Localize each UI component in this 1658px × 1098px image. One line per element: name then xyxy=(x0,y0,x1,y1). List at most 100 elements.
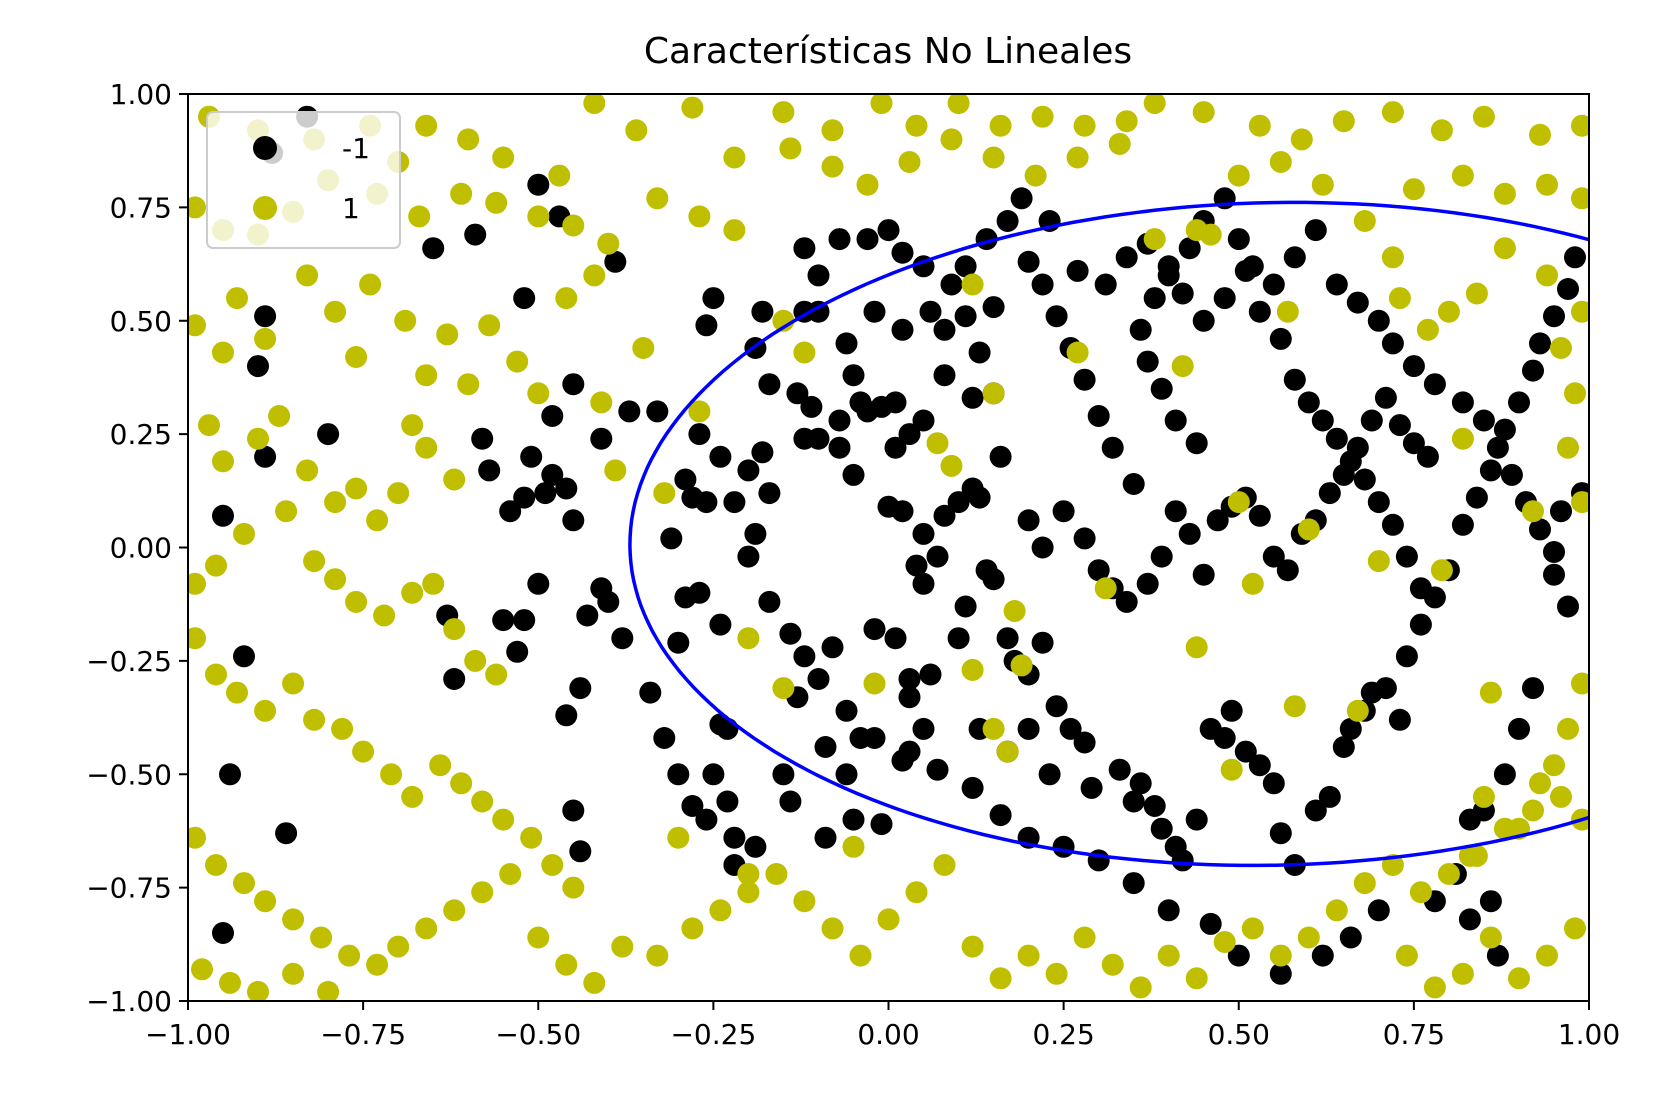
data-point xyxy=(1227,164,1250,187)
data-point xyxy=(919,300,942,323)
data-point xyxy=(1564,382,1586,405)
data-point xyxy=(1353,468,1376,491)
data-point xyxy=(205,854,227,876)
data-point xyxy=(282,962,305,985)
data-point xyxy=(408,205,431,228)
data-point xyxy=(1451,427,1474,450)
data-point xyxy=(324,300,347,323)
data-point xyxy=(1115,110,1138,133)
data-point xyxy=(1241,917,1264,940)
data-point xyxy=(940,273,963,296)
data-point xyxy=(1374,386,1397,409)
data-point xyxy=(188,627,206,650)
data-point xyxy=(989,804,1012,827)
data-point xyxy=(1073,926,1096,949)
data-point xyxy=(1381,513,1404,536)
data-point xyxy=(1094,273,1117,296)
data-point xyxy=(1143,287,1166,310)
data-point xyxy=(926,545,949,568)
data-point xyxy=(471,881,494,904)
data-point xyxy=(1437,300,1460,323)
data-point xyxy=(541,854,564,876)
data-point xyxy=(1360,409,1383,432)
data-point xyxy=(842,463,865,486)
data-point xyxy=(835,332,858,355)
data-point xyxy=(1529,332,1551,355)
data-point xyxy=(772,763,795,786)
data-point xyxy=(345,590,368,613)
data-point xyxy=(681,795,704,817)
data-point xyxy=(1367,491,1390,514)
data-point xyxy=(982,296,1005,319)
data-point xyxy=(877,219,900,242)
data-point xyxy=(1108,132,1131,155)
data-point xyxy=(737,459,760,482)
data-point xyxy=(807,668,830,690)
data-point xyxy=(723,146,746,169)
data-point xyxy=(247,980,269,1001)
data-point xyxy=(772,309,795,332)
data-point xyxy=(212,922,234,944)
data-point xyxy=(597,232,620,255)
data-point xyxy=(1283,246,1306,269)
data-point xyxy=(1451,962,1474,985)
data-point xyxy=(982,717,1005,740)
data-point xyxy=(1388,287,1411,310)
data-point xyxy=(198,414,220,437)
data-point xyxy=(1122,790,1145,813)
data-point xyxy=(1409,613,1432,636)
data-point xyxy=(1508,717,1530,740)
data-point xyxy=(996,210,1019,232)
data-point xyxy=(1500,463,1523,486)
data-point xyxy=(527,926,550,949)
data-point xyxy=(1045,305,1068,328)
data-point xyxy=(877,908,900,931)
data-point xyxy=(800,395,823,418)
data-point xyxy=(1529,772,1551,795)
data-point xyxy=(1213,931,1236,953)
data-point xyxy=(450,772,473,795)
data-point xyxy=(1367,899,1390,922)
y-tick-label: −0.25 xyxy=(86,645,172,678)
data-point xyxy=(555,704,578,727)
data-point xyxy=(527,173,550,196)
data-point xyxy=(1171,282,1194,305)
data-point xyxy=(478,314,501,337)
data-point xyxy=(807,264,830,287)
data-point xyxy=(737,881,760,904)
data-point xyxy=(205,554,227,577)
data-point xyxy=(555,287,578,310)
data-point xyxy=(233,522,255,545)
data-point xyxy=(1325,273,1348,296)
data-point xyxy=(933,504,956,527)
data-point xyxy=(1241,572,1264,595)
data-point xyxy=(1129,318,1152,341)
data-point xyxy=(954,305,977,328)
data-point xyxy=(982,382,1005,405)
data-point xyxy=(590,577,613,600)
data-point xyxy=(863,672,886,695)
data-point xyxy=(653,482,676,505)
data-point xyxy=(1395,944,1418,967)
data-point xyxy=(884,436,907,459)
data-point xyxy=(1493,418,1516,441)
data-point xyxy=(233,872,255,895)
data-point xyxy=(723,219,746,242)
data-point xyxy=(989,114,1012,137)
data-point xyxy=(513,287,536,310)
data-point xyxy=(436,323,459,346)
data-point xyxy=(618,400,641,423)
data-point xyxy=(555,477,578,500)
data-point xyxy=(1192,309,1215,332)
data-point xyxy=(968,486,991,509)
data-point xyxy=(1143,795,1166,817)
data-point xyxy=(772,101,795,124)
data-point xyxy=(793,427,816,450)
data-point xyxy=(1045,962,1068,985)
data-point xyxy=(513,486,536,509)
data-point xyxy=(1136,350,1159,373)
data-point xyxy=(1311,173,1334,196)
data-point xyxy=(188,314,206,337)
data-point xyxy=(961,776,984,799)
data-point xyxy=(1550,500,1572,523)
